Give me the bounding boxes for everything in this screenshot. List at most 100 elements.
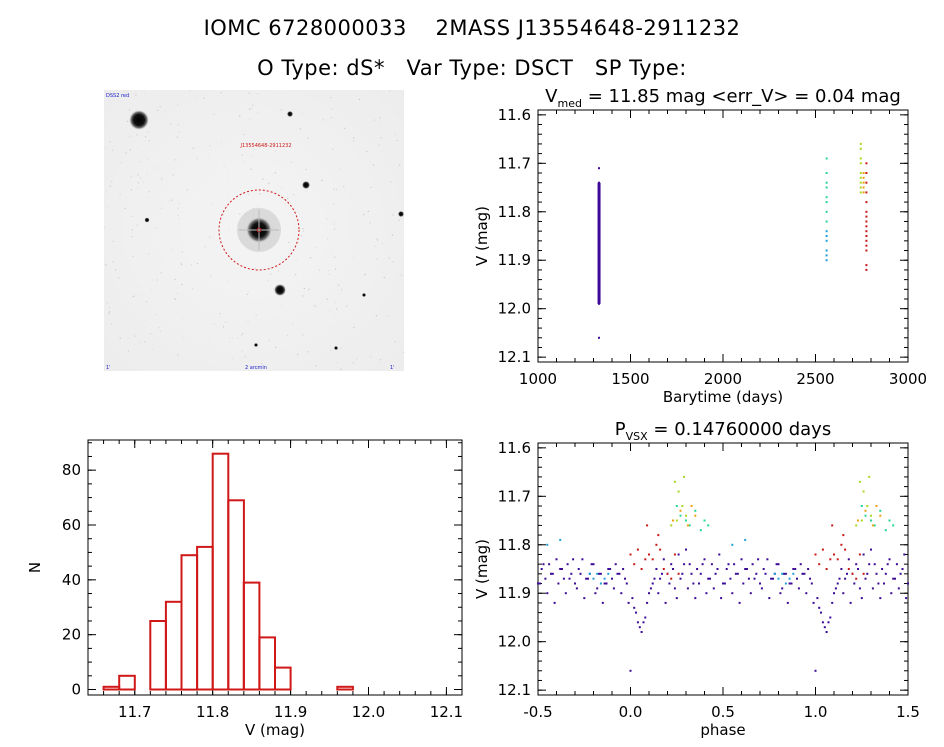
noise-speck: [196, 158, 198, 160]
noise-speck: [328, 273, 330, 275]
noise-speck: [210, 274, 212, 277]
data-point: [825, 210, 828, 213]
field-star: [254, 343, 258, 347]
noise-speck: [105, 364, 107, 367]
data-point: [879, 597, 882, 600]
noise-speck: [376, 258, 378, 260]
data-point: [598, 186, 600, 189]
noise-speck: [280, 109, 282, 111]
data-point: [859, 157, 862, 160]
data-point: [712, 587, 715, 590]
y-tick-label: 11.9: [498, 251, 531, 269]
data-point: [710, 563, 713, 566]
data-point: [636, 621, 639, 624]
histogram-bar: [164, 600, 183, 691]
data-point: [757, 558, 760, 561]
noise-speck: [150, 288, 152, 290]
data-point: [846, 572, 848, 575]
noise-speck: [227, 169, 229, 172]
data-point: [862, 181, 865, 184]
data-point: [831, 524, 834, 527]
data-point: [879, 509, 882, 512]
noise-speck: [213, 323, 216, 325]
noise-speck: [106, 207, 108, 209]
noise-speck: [174, 278, 176, 280]
histogram-bar: [149, 620, 167, 691]
data-point: [805, 592, 808, 595]
noise-speck: [370, 356, 372, 358]
data-point: [865, 249, 868, 252]
x-tick-label: 12.1: [430, 703, 463, 721]
noise-speck: [148, 253, 150, 255]
data-point: [609, 568, 612, 570]
noise-speck: [307, 351, 309, 353]
noise-speck: [401, 268, 403, 270]
data-point: [903, 553, 906, 556]
data-point: [740, 558, 743, 561]
noise-speck: [344, 127, 346, 129]
data-point: [865, 220, 868, 223]
x-tick-label: 11.9: [274, 703, 307, 721]
noise-speck: [131, 215, 133, 217]
noise-speck: [325, 184, 327, 187]
noise-speck: [314, 305, 316, 307]
data-point: [838, 577, 841, 580]
y-tick-label: 0: [71, 681, 81, 699]
noise-speck: [273, 288, 275, 290]
data-point: [666, 572, 669, 575]
data-point: [655, 568, 658, 570]
noise-speck: [150, 333, 152, 335]
data-point: [679, 509, 682, 512]
noise-speck: [295, 274, 297, 276]
data-point: [664, 601, 667, 604]
data-point: [673, 480, 676, 483]
noise-speck: [173, 297, 175, 300]
noise-speck: [252, 104, 254, 106]
x-tick-label: 11.7: [118, 703, 151, 721]
noise-speck: [135, 226, 137, 228]
noise-speck: [322, 119, 324, 121]
data-point: [553, 601, 556, 604]
noise-speck: [375, 284, 377, 286]
data-point: [860, 505, 863, 507]
data-point: [907, 582, 909, 585]
noise-speck: [247, 193, 250, 195]
data-point: [598, 273, 600, 276]
noise-speck: [151, 348, 153, 350]
noise-speck: [302, 228, 304, 230]
data-point: [550, 572, 552, 575]
noise-speck: [241, 350, 244, 352]
noise-speck: [392, 261, 394, 263]
data-point: [818, 563, 821, 566]
noise-speck: [324, 228, 327, 230]
noise-speck: [213, 113, 215, 115]
data-point: [871, 587, 874, 590]
data-point: [694, 597, 697, 600]
noise-speck: [251, 154, 253, 156]
data-point: [646, 601, 649, 604]
data-point: [585, 577, 588, 580]
noise-speck: [191, 288, 193, 290]
noise-speck: [260, 363, 263, 365]
noise-speck: [133, 308, 135, 311]
noise-speck: [126, 91, 128, 93]
noise-speck: [129, 149, 131, 151]
noise-speck: [392, 214, 394, 216]
noise-speck: [159, 106, 161, 108]
noise-speck: [182, 337, 184, 339]
data-point: [807, 568, 810, 570]
data-point: [648, 592, 650, 595]
noise-speck: [121, 162, 123, 164]
data-point: [790, 582, 793, 585]
data-point: [855, 524, 858, 527]
noise-speck: [232, 357, 234, 359]
data-point: [762, 568, 765, 570]
noise-speck: [293, 194, 295, 196]
noise-speck: [300, 235, 302, 237]
data-point: [865, 268, 868, 271]
noise-speck: [375, 238, 377, 240]
noise-speck: [395, 113, 397, 115]
noise-speck: [308, 288, 310, 290]
x-tick-label: 3000: [889, 370, 927, 388]
noise-speck: [353, 137, 355, 139]
